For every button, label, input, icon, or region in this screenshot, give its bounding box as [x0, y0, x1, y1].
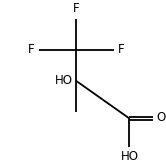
Text: F: F	[73, 2, 80, 15]
Text: F: F	[118, 43, 124, 56]
Text: O: O	[156, 111, 165, 124]
Text: HO: HO	[120, 150, 138, 163]
Text: HO: HO	[54, 74, 72, 87]
Text: F: F	[28, 43, 35, 56]
